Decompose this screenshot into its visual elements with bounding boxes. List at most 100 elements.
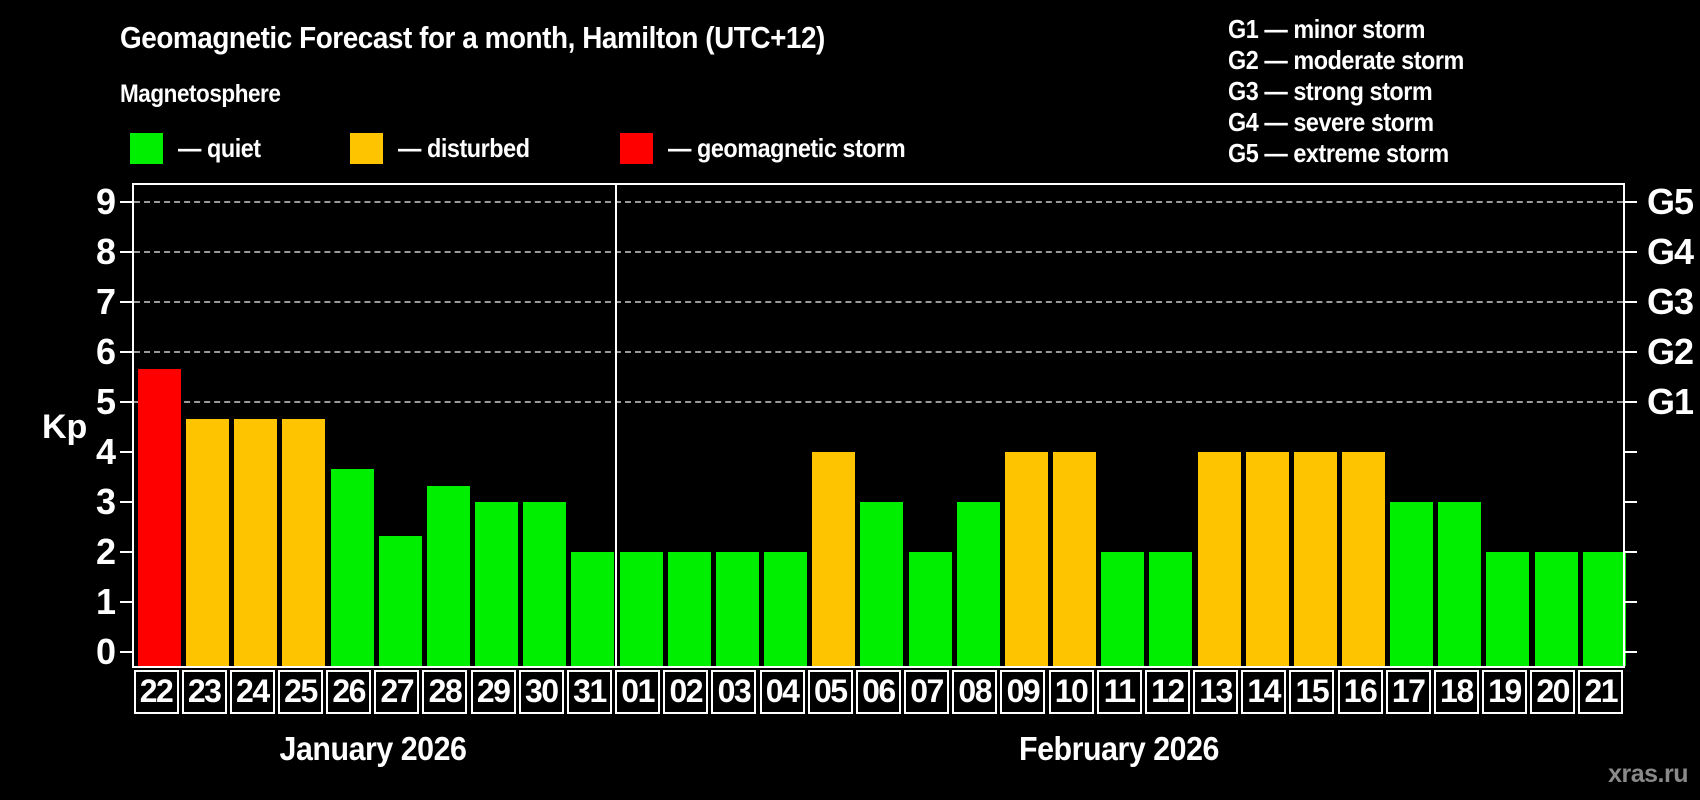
date-label-20: 20 (1530, 670, 1576, 714)
kp-bar-february-20 (1534, 552, 1578, 666)
kp-bar-january-26 (330, 468, 374, 666)
gridline-kp5 (134, 401, 1623, 403)
date-label-29: 29 (470, 670, 516, 714)
y-tick-left-3 (120, 501, 132, 503)
right-axis-label-G1: G1 (1647, 381, 1694, 422)
date-label-04: 04 (759, 670, 805, 714)
y-tick-label-5: 5 (95, 381, 116, 422)
chart-subtitle: Magnetosphere (120, 80, 281, 108)
y-tick-label-7: 7 (95, 281, 116, 322)
date-label-21: 21 (1578, 670, 1624, 714)
date-label-17: 17 (1385, 670, 1431, 714)
kp-bar-february-14 (1245, 452, 1289, 666)
g-scale-line-2: G2 — moderate storm (1228, 45, 1464, 75)
date-label-02: 02 (663, 670, 709, 714)
date-label-27: 27 (374, 670, 420, 714)
plot-frame (132, 183, 1625, 668)
date-label-30: 30 (518, 670, 564, 714)
g-scale-line-3: G3 — strong storm (1228, 76, 1433, 106)
date-label-16: 16 (1337, 670, 1383, 714)
y-tick-label-1: 1 (95, 581, 116, 622)
y-tick-label-4: 4 (95, 431, 116, 472)
y-tick-label-3: 3 (95, 481, 116, 522)
date-label-23: 23 (181, 670, 227, 714)
kp-bar-february-02 (667, 552, 711, 666)
y-tick-left-9 (120, 201, 132, 203)
y-axis-label: Kp (42, 408, 88, 446)
y-tick-right-8 (1625, 251, 1637, 253)
y-tick-right-5 (1625, 401, 1637, 403)
date-label-14: 14 (1241, 670, 1287, 714)
date-label-25: 25 (277, 670, 323, 714)
y-tick-right-2 (1625, 551, 1637, 553)
kp-bar-february-06 (860, 502, 904, 666)
kp-bar-january-30 (523, 502, 567, 666)
date-label-08: 08 (952, 670, 998, 714)
date-label-22: 22 (133, 670, 179, 714)
y-tick-right-9 (1625, 201, 1637, 203)
date-label-19: 19 (1481, 670, 1527, 714)
gridline-kp9 (134, 201, 1623, 203)
storm-color-swatch (620, 133, 653, 164)
kp-bar-february-11 (1101, 552, 1145, 666)
y-tick-right-7 (1625, 301, 1637, 303)
month-label-february: February 2026 (1019, 730, 1220, 767)
date-label-24: 24 (229, 670, 275, 714)
date-label-10: 10 (1048, 670, 1094, 714)
y-tick-right-1 (1625, 601, 1637, 603)
kp-bar-january-27 (378, 535, 422, 666)
date-label-18: 18 (1433, 670, 1479, 714)
date-label-26: 26 (326, 670, 372, 714)
kp-bar-january-24 (234, 418, 278, 666)
y-tick-right-3 (1625, 501, 1637, 503)
date-label-05: 05 (807, 670, 853, 714)
kp-bar-february-13 (1197, 452, 1241, 666)
y-tick-left-2 (120, 551, 132, 553)
y-tick-label-6: 6 (95, 331, 116, 372)
date-label-12: 12 (1144, 670, 1190, 714)
legend-label-disturbed: — disturbed (398, 133, 530, 163)
legend-label-storm: — geomagnetic storm (668, 133, 906, 163)
kp-bar-february-08 (956, 502, 1000, 666)
xras-watermark: xras.ru (1608, 760, 1688, 788)
kp-bar-february-12 (1149, 552, 1193, 666)
g-scale-line-1: G1 — minor storm (1228, 14, 1425, 44)
right-axis-label-G2: G2 (1647, 331, 1694, 372)
g-scale-line-5: G5 — extreme storm (1228, 138, 1449, 168)
kp-bar-february-15 (1293, 452, 1337, 666)
kp-bar-february-19 (1486, 552, 1530, 666)
kp-bar-february-05 (812, 452, 856, 666)
date-label-15: 15 (1289, 670, 1335, 714)
y-tick-label-0: 0 (95, 631, 116, 672)
month-divider (614, 185, 617, 666)
y-tick-left-7 (120, 301, 132, 303)
date-label-09: 09 (1000, 670, 1046, 714)
kp-bar-february-18 (1438, 502, 1482, 666)
gridline-kp7 (134, 301, 1623, 303)
gridline-kp6 (134, 351, 1623, 353)
right-axis-label-G5: G5 (1647, 181, 1694, 222)
date-label-06: 06 (855, 670, 901, 714)
y-tick-label-9: 9 (95, 181, 116, 222)
chart-title: Geomagnetic Forecast for a month, Hamilt… (120, 20, 825, 55)
gridline-kp8 (134, 251, 1623, 253)
y-tick-right-0 (1625, 651, 1637, 653)
month-label-january: January 2026 (279, 730, 467, 767)
right-axis-label-G4: G4 (1647, 231, 1694, 272)
kp-bar-february-07 (908, 552, 952, 666)
y-tick-left-4 (120, 451, 132, 453)
right-axis-label-G3: G3 (1647, 281, 1694, 322)
kp-bar-february-09 (1004, 452, 1048, 666)
y-tick-left-0 (120, 651, 132, 653)
date-label-31: 31 (566, 670, 612, 714)
disturbed-color-swatch (350, 133, 383, 164)
y-tick-left-1 (120, 601, 132, 603)
y-tick-right-6 (1625, 351, 1637, 353)
y-tick-left-5 (120, 401, 132, 403)
y-tick-left-6 (120, 351, 132, 353)
kp-bar-february-17 (1390, 502, 1434, 666)
g-scale-legend: G1 — minor storm G2 — moderate storm G3 — … (1228, 14, 1464, 169)
date-label-07: 07 (904, 670, 950, 714)
kp-bar-february-04 (764, 552, 808, 666)
date-label-03: 03 (711, 670, 757, 714)
